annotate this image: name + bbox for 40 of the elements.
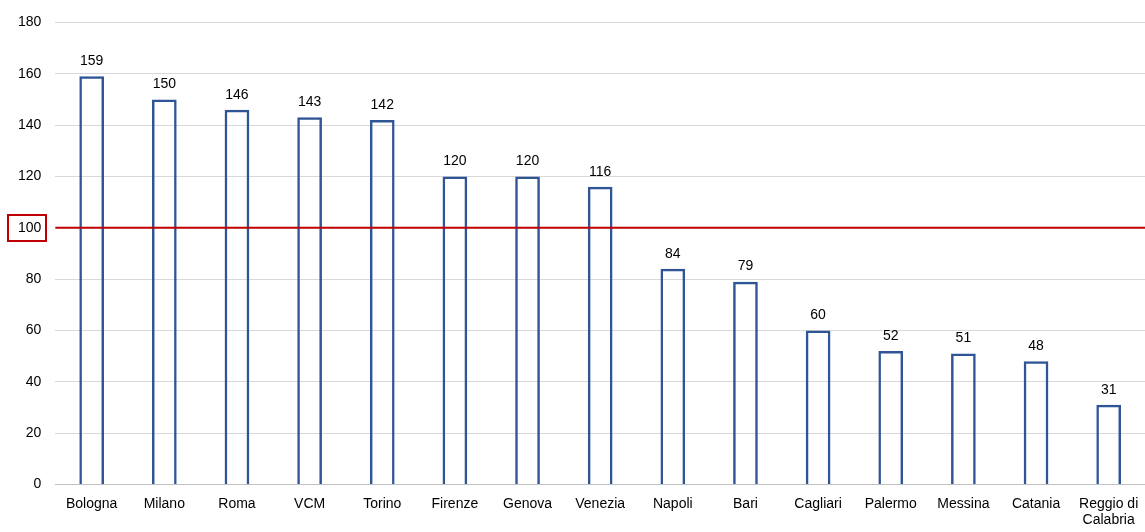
- x-tick-label: Venezia: [575, 494, 626, 511]
- y-tick-label: 180: [18, 13, 42, 30]
- data-label: 31: [1100, 380, 1117, 397]
- data-label: 146: [225, 85, 249, 102]
- data-label: 51: [955, 329, 972, 346]
- y-tick-label: 20: [25, 423, 42, 440]
- data-label: 150: [152, 75, 177, 92]
- data-label: 120: [515, 152, 540, 169]
- data-label: 116: [589, 162, 612, 179]
- x-tick-label: Roma: [218, 494, 256, 511]
- y-tick-label: 140: [18, 115, 42, 132]
- x-tick-label: VCM: [294, 494, 326, 511]
- data-label: 79: [737, 257, 754, 274]
- y-tick-label: 80: [25, 269, 42, 286]
- y-tick-label: 60: [25, 321, 42, 338]
- y-tick-label: 40: [25, 372, 42, 389]
- x-tick-label: Cagliari: [794, 494, 842, 511]
- data-label: 142: [370, 95, 395, 112]
- data-label: 159: [80, 52, 104, 69]
- x-tick-label: Napoli: [652, 494, 693, 511]
- x-tick-label: Reggio di Calabria: [1079, 494, 1139, 528]
- data-label: 143: [297, 93, 322, 110]
- data-label: 60: [810, 306, 827, 323]
- data-label: 84: [665, 244, 681, 261]
- data-label: 52: [882, 326, 899, 343]
- x-tick-label: Milano: [143, 494, 186, 511]
- y-tick-label: 0: [33, 475, 42, 492]
- y-tick-label: 100: [18, 218, 42, 235]
- x-tick-label: Messina: [937, 494, 990, 511]
- x-tick-label: Bologna: [65, 494, 118, 511]
- x-tick-label: Catania: [1011, 494, 1061, 511]
- data-label: 48: [1028, 337, 1045, 354]
- y-tick-label: 120: [18, 167, 42, 184]
- x-tick-label: Torino: [363, 494, 402, 511]
- x-tick-label: Bari: [733, 494, 758, 511]
- data-label: 120: [443, 152, 467, 169]
- x-tick-label: Genova: [503, 494, 553, 511]
- x-tick-label: Firenze: [431, 494, 479, 511]
- x-tick-label: Palermo: [864, 494, 918, 511]
- y-tick-label: 160: [18, 64, 42, 81]
